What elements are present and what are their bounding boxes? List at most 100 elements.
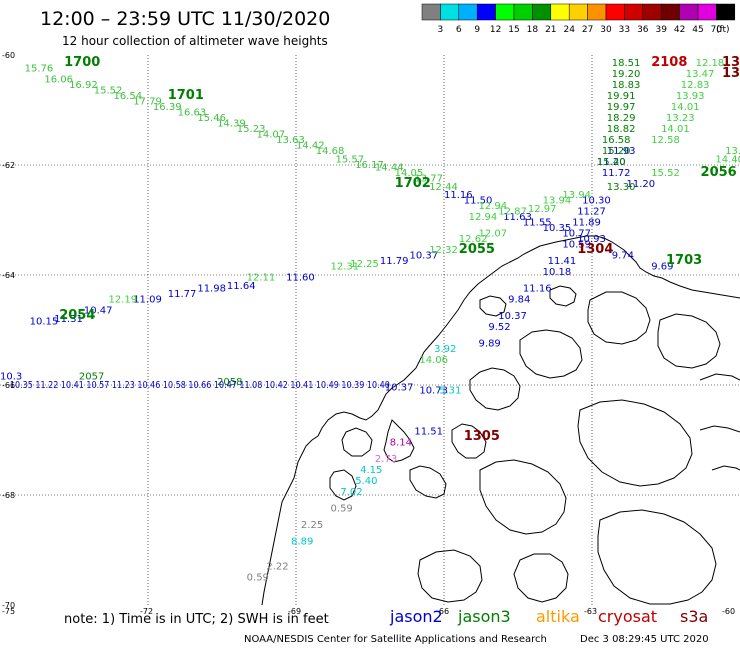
longitude-tick-label: -60 <box>722 607 735 616</box>
wave-height-value: 12.18 <box>696 58 725 69</box>
wave-height-value: 2057 <box>79 372 104 383</box>
colorbar-swatch <box>476 3 496 21</box>
colorbar-swatch <box>513 3 533 21</box>
wave-height-value: 11.64 <box>227 281 256 292</box>
wave-height-value: 10.59 <box>562 240 591 251</box>
axis-labels: -60 -62 -64 -66 -68 -70-75 -72 -69 -66 -63 -60 <box>2 51 735 616</box>
colorbar-label: 6 <box>456 25 462 35</box>
colorbar-label: 18 <box>527 25 539 35</box>
wave-height-value: 11.79 <box>380 256 409 267</box>
wave-height-value: 10.93 <box>577 234 606 245</box>
pass-id-label: 2054 <box>59 308 95 323</box>
wave-height-value: 18.51 <box>612 58 641 69</box>
wave-height-value: 12.94 <box>479 201 508 212</box>
longitude-tick-label: -66 <box>436 607 449 616</box>
wave-height-value: 12.44 <box>429 182 458 193</box>
wave-height-value: 14.44 <box>375 163 404 174</box>
wave-height-value: 9.89 <box>479 339 501 350</box>
wave-height-value: 2.73 <box>375 454 397 465</box>
wave-height-value: 8.14 <box>390 438 412 449</box>
wave-height-value: 12.32 <box>429 245 458 256</box>
wave-height-value: 10.30 <box>582 196 611 207</box>
colorbar-label: 24 <box>563 25 575 35</box>
satellite-legend-altika: altika <box>536 607 580 626</box>
wave-height-value: 12.58 <box>651 135 680 146</box>
wave-height-value: 2058 <box>217 377 242 388</box>
wave-height-value: 11.98 <box>197 284 226 295</box>
wave-height-value: 9.69 <box>651 262 673 273</box>
colorbar-label: 70 <box>711 25 723 35</box>
pass-id-label: 1701 <box>168 88 204 103</box>
note-text: note: 1) Time is in UTC; 2) SWH is in fe… <box>64 612 329 627</box>
wave-height-value: 16.63 <box>178 108 207 119</box>
wave-height-value: 11.31 <box>54 314 83 325</box>
longitude-tick-label: -72 <box>140 607 153 616</box>
colorbar-swatch <box>458 3 478 21</box>
wave-height-value: 11.20 <box>627 179 656 190</box>
wave-height-value: 11.60 <box>286 273 315 284</box>
wave-height-value: 13.77 <box>414 174 443 185</box>
wave-height-value: 13.63 <box>276 135 305 146</box>
wave-height-value: 12.83 <box>681 80 710 91</box>
pass-id-label: 13 <box>722 66 740 81</box>
colorbar-swatch <box>495 3 515 21</box>
wave-height-value: 13.94 <box>543 196 572 207</box>
wave-height-value: 2.22 <box>266 561 288 572</box>
colorbar-swatch <box>532 3 552 21</box>
wave-height-value: 14.40 <box>715 154 740 165</box>
wave-height-value: 17.79 <box>133 97 162 108</box>
wave-height-value: 13.14 <box>725 146 740 157</box>
wave-height-value: 10.35 <box>543 223 572 234</box>
page-title: 12:00 – 23:59 UTC 11/30/2020 <box>40 8 331 30</box>
wave-height-value: 10.18 <box>543 267 572 278</box>
wave-height-value: 15.52 <box>94 86 123 97</box>
wave-height-value: 12.94 <box>469 212 498 223</box>
wave-height-value: 12.11 <box>247 273 276 284</box>
graticule <box>0 55 740 605</box>
longitude-tick-label: -75 <box>2 607 15 616</box>
credit-text: NOAA/NESDIS Center for Satellite Applica… <box>244 634 547 645</box>
wave-height-value: 11.51 <box>414 427 443 438</box>
wave-height-value: 5.40 <box>355 476 377 487</box>
latitude-tick-label: -70 <box>2 601 15 610</box>
pass-id-label: 1305 <box>464 429 500 444</box>
wave-height-value: 4.15 <box>360 465 382 476</box>
colorbar-swatch <box>605 3 625 21</box>
pass-id-labels: 1700 1701 1702 2055 2054 2056 1703 1304 1305 2108… <box>59 55 740 444</box>
wave-height-value: 11.63 <box>503 212 532 223</box>
wave-height-value: 14.01 <box>661 124 690 135</box>
colorbar-label: 27 <box>582 25 593 35</box>
pass-id-label: 13 <box>722 55 740 70</box>
wave-height-value: 11.89 <box>572 218 601 229</box>
colorbar-label: 15 <box>508 25 519 35</box>
wave-height-value: 11.77 <box>168 289 197 300</box>
colorbar-swatch <box>624 3 644 21</box>
colorbar-label: 30 <box>600 25 612 35</box>
colorbar-swatch <box>660 3 680 21</box>
wave-height-value: 14.68 <box>316 146 345 157</box>
satellite-legend-s3a: s3a <box>680 607 709 626</box>
wave-height-value: 16.06 <box>44 75 73 86</box>
wave-height-value: 16.54 <box>113 91 142 102</box>
colorbar-swatch <box>421 3 441 21</box>
colorbar-label: 42 <box>674 25 685 35</box>
wave-height-value: 14.39 <box>217 119 246 130</box>
wave-height-value: 14.05 <box>395 168 424 179</box>
wave-height-value: 10.15 <box>30 317 59 328</box>
wave-height-value: 0.59 <box>247 572 269 583</box>
wave-height-value: 15.20 <box>602 146 631 157</box>
wave-height-value: 13.94 <box>562 190 591 201</box>
wave-height-value: 19.20 <box>612 69 641 80</box>
pass-id-label: 1703 <box>666 253 702 268</box>
wave-height-value: 11.93 <box>607 146 636 157</box>
wave-height-value: 11.20 <box>597 157 626 168</box>
pass-id-label: 1702 <box>395 176 431 191</box>
wave-height-value: 10.77 <box>562 229 591 240</box>
wave-height-value: 8.89 <box>291 537 313 548</box>
colorbar-label: 9 <box>474 25 480 35</box>
latitude-tick-label: -66 <box>2 381 15 390</box>
colorbar-swatch <box>642 3 662 21</box>
wave-height-value-row: 10.35 11.22 10.41 10.57 11.23 10.46 10.5… <box>10 380 390 391</box>
pass-id-label: 2056 <box>701 165 737 180</box>
